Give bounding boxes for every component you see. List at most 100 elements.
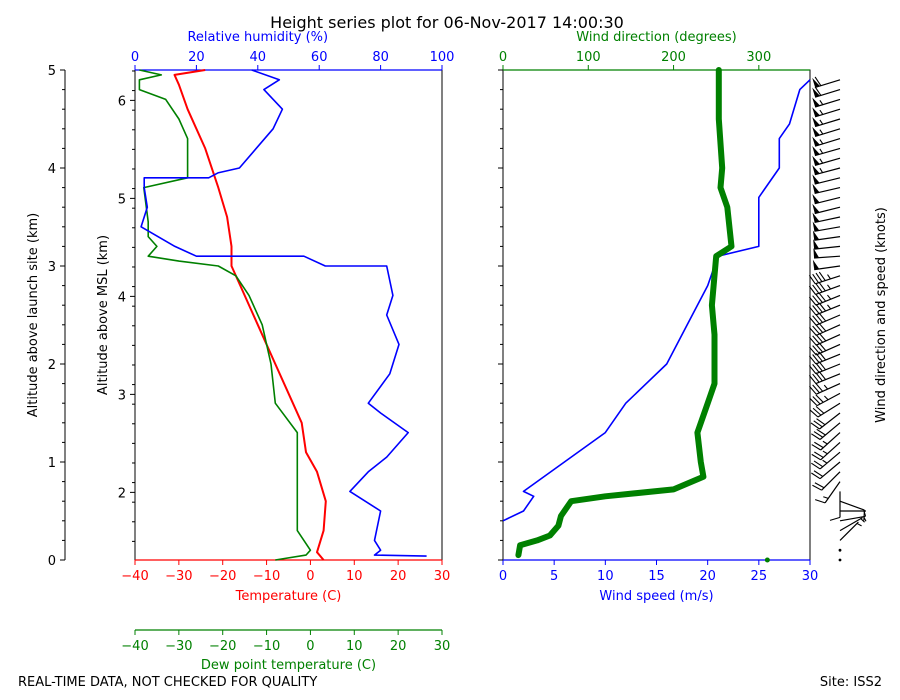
msl-tick-label: 2 — [118, 486, 126, 501]
wind-speed-tick-label: 5 — [550, 569, 558, 584]
wind-barb-feather — [815, 394, 824, 403]
wind-barb-flag — [812, 174, 820, 185]
wind-barb-shaft — [814, 236, 841, 241]
wind-barb-feather — [812, 384, 820, 394]
wind-barb-feather — [812, 325, 820, 335]
wind-barb-feather — [818, 271, 826, 281]
wind-speed-tick-label: 30 — [802, 569, 819, 584]
wind-barb-flag — [812, 117, 820, 127]
wind-barb-flag — [812, 136, 820, 147]
wind-barb — [812, 471, 841, 491]
wind-barb — [811, 451, 841, 470]
footer-site: Site: ISS2 — [820, 675, 882, 690]
wind-barb — [812, 193, 841, 205]
wind-barb-feather — [813, 420, 823, 428]
wind-barb — [811, 422, 841, 440]
wind-barb-half-feather — [819, 167, 824, 173]
wind-barb-shaft — [814, 226, 841, 232]
wind-barb-flag — [812, 77, 820, 88]
wind-barb-feather — [863, 510, 865, 521]
wind-barb — [812, 86, 841, 98]
wind-barb-feather — [810, 422, 820, 430]
wind-barb-shaft — [820, 441, 841, 461]
wind-barb-feather — [812, 315, 820, 325]
wind-barb-half-feather — [819, 129, 824, 135]
wind-barb-shaft — [815, 353, 841, 365]
wind-barb — [811, 432, 841, 451]
wind-barb-half-feather — [819, 158, 824, 164]
wind-barb — [812, 221, 841, 232]
wind-barb-flag — [813, 239, 820, 250]
wind-barb-feather — [815, 405, 825, 414]
wind-barb — [809, 392, 841, 407]
wind-barb-feather — [818, 312, 827, 322]
wind-barb-feather — [808, 306, 817, 316]
dewpoint-tick-label: −10 — [253, 639, 280, 654]
wind-barb-feather — [815, 283, 823, 293]
wind-barb-feather — [812, 407, 822, 416]
wind-barb — [812, 165, 841, 176]
dewpoint-tick-label: 0 — [306, 639, 314, 654]
wind-direction-tick-label: 200 — [661, 50, 686, 65]
wind-barb — [811, 461, 841, 480]
wind-barb-shaft — [819, 461, 841, 480]
wind-barb-feather — [812, 273, 820, 284]
wind-barb — [815, 481, 841, 504]
wind-barb-feather — [815, 383, 824, 392]
wind-barb-feather — [818, 332, 827, 342]
launch-tick-label: 0 — [48, 554, 56, 569]
wind-barb-half-feather — [822, 440, 828, 445]
wind-barb — [812, 97, 841, 108]
dewpoint-axis-title: Dew point temperature (C) — [201, 658, 376, 673]
wind-barb-shaft — [814, 177, 841, 185]
wind-barb-feather — [815, 499, 826, 504]
wind-barb-feather — [811, 444, 821, 451]
wind-barb-flag — [812, 97, 820, 108]
wind-barb-feather — [815, 324, 824, 333]
temperature-tick-label: 20 — [390, 569, 407, 584]
wind-barb-shaft — [814, 255, 841, 259]
wind-barb-flag — [812, 193, 820, 204]
wind-barb-feather — [814, 86, 822, 96]
wind-barb-feather — [815, 314, 823, 323]
wind-barb — [839, 517, 865, 532]
wind-barb-shaft — [816, 383, 841, 395]
wind-barb-feather — [818, 292, 827, 302]
wind-barb — [808, 351, 841, 365]
barbs-axis-title: Wind direction and speed (knots) — [874, 207, 889, 423]
wind-barb-feather — [808, 296, 817, 306]
msl-tick-label: 5 — [118, 192, 126, 207]
wind-barb-shaft — [815, 275, 841, 285]
wind-barb-half-feather — [823, 496, 829, 499]
wind-barb — [812, 145, 841, 157]
wind-barb — [811, 441, 841, 461]
relative-humidity-line — [140, 69, 427, 557]
wind-barb-shaft — [824, 481, 841, 504]
wind-barb-feather — [818, 282, 826, 292]
wind-barb-feather — [808, 375, 817, 384]
wind-barb-feather — [809, 397, 818, 406]
wind-barb-feather — [829, 516, 841, 521]
wind-barb-shaft — [815, 363, 841, 375]
wind-barb — [812, 259, 841, 271]
wind-barb — [809, 332, 841, 346]
wind-barb-shaft — [814, 128, 841, 137]
wind-barb-feather — [808, 365, 817, 375]
launch-tick-label: 3 — [48, 260, 56, 275]
wind-barb — [808, 292, 841, 306]
wind-barb-flag — [812, 183, 820, 194]
wind-barb-shaft — [819, 412, 841, 430]
wind-barb-feather — [811, 462, 821, 470]
wind-barb — [813, 248, 841, 259]
wind-direction-tick-label: 0 — [499, 50, 507, 65]
wind-barb-feather — [811, 433, 821, 440]
temperature-tick-label: −10 — [253, 569, 280, 584]
wind-barb-feather — [815, 272, 823, 282]
temperature-line — [173, 69, 327, 561]
wind-barb-flag — [812, 87, 820, 98]
wind-barb-feather — [813, 460, 824, 468]
wind-barb-feather — [812, 354, 820, 363]
wind-barb-flag — [812, 107, 820, 117]
msl-tick-label: 4 — [118, 290, 126, 305]
